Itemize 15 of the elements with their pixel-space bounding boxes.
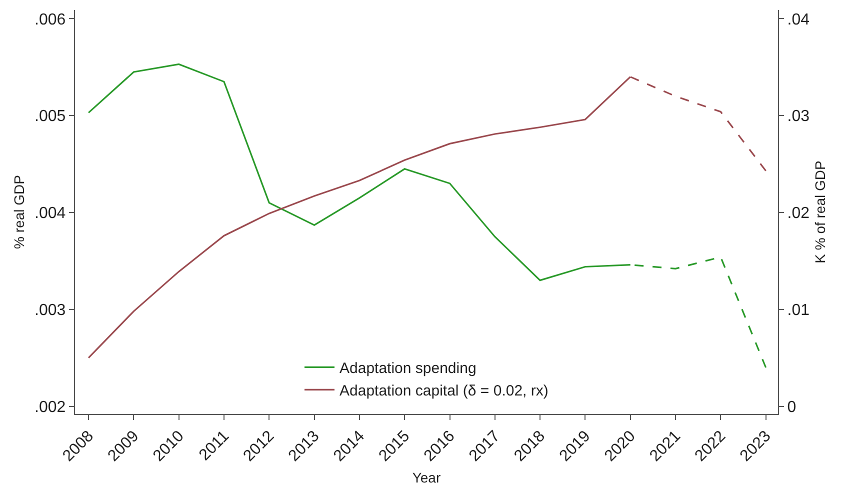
y2-axis-title: K % of real GDP xyxy=(812,160,828,264)
y-axis-title: % real GDP xyxy=(11,175,28,249)
y-tick-label: .005 xyxy=(34,108,66,126)
legend-label: Adaptation spending xyxy=(340,360,476,378)
x-axis-title: Year xyxy=(412,469,441,486)
y2-tick-label: .04 xyxy=(787,11,810,28)
y-tick-label: .006 xyxy=(34,11,66,28)
y2-tick-label: .03 xyxy=(787,108,810,126)
y2-tick-label: .01 xyxy=(787,302,810,319)
legend-label: Adaptation capital (δ = 0.02, rx) xyxy=(340,382,548,400)
y-tick-label: .004 xyxy=(34,205,66,222)
y2-tick-label: .02 xyxy=(787,205,810,222)
y-tick-label: .002 xyxy=(34,398,66,416)
y-tick-label: .003 xyxy=(34,302,66,319)
y2-tick-label: 0 xyxy=(787,398,796,416)
